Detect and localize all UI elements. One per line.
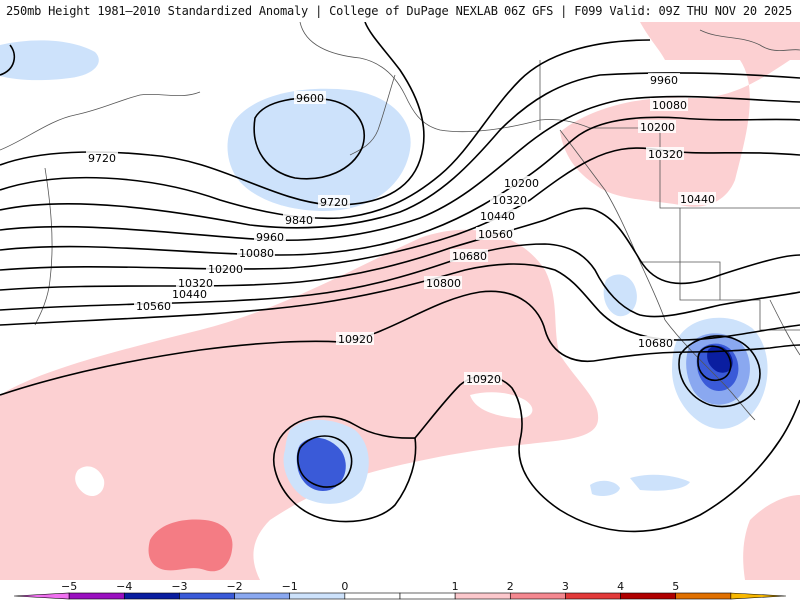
legend-tick-label: 4 [617, 580, 624, 593]
height-contours [0, 22, 800, 533]
contour-label-9960: 9960 [256, 231, 284, 244]
legend-swatch [289, 592, 346, 600]
legend-color-bar [13, 592, 787, 600]
legend-tick-label: −1 [282, 580, 298, 593]
negative-anomaly-north [0, 40, 99, 81]
header: 250mb Height 1981–2010 Standardized Anom… [0, 0, 800, 22]
contour-label-10320: 10320 [492, 194, 527, 207]
contour-label-10440: 10440 [680, 193, 715, 206]
contour-label-10440: 10440 [480, 210, 515, 223]
positive-anomaly-east-pacific [743, 495, 800, 580]
contour-label-10320: 10320 [648, 148, 683, 161]
legend-swatch [454, 592, 511, 600]
legend-swatch [179, 592, 235, 600]
legend-tick-label: 5 [672, 580, 679, 593]
legend-swatch [13, 592, 70, 600]
contour-label-10080: 10080 [652, 99, 687, 112]
legend-tick-label: 1 [452, 580, 459, 593]
contour-labels: 9600 9720 9720 9840 9960 9960 10080 1008… [86, 73, 716, 386]
legend-tick-label: 3 [562, 580, 569, 593]
anomaly-map: 9600 9720 9720 9840 9960 9960 10080 1008… [0, 22, 800, 580]
contour-label-10200: 10200 [640, 121, 675, 134]
contour-label-10200: 10200 [208, 263, 243, 276]
contour-label-10440: 10440 [172, 288, 207, 301]
legend-tick-label: −4 [116, 580, 132, 593]
positive-anomaly-core [148, 519, 233, 572]
contour-label-9600: 9600 [296, 92, 324, 105]
contour-label-10320: 10320 [178, 277, 213, 290]
contour-label-9720: 9720 [88, 152, 116, 165]
legend-swatch [344, 592, 401, 600]
legend-swatch [234, 592, 291, 600]
positive-anomaly-pacific [0, 229, 599, 580]
contour-label-10560: 10560 [478, 228, 513, 241]
contour-label-10680: 10680 [638, 337, 673, 350]
contour-label-10920: 10920 [338, 333, 373, 346]
color-legend: −5 −4 −3 −2 −1 0 1 2 3 4 5 [0, 580, 800, 600]
legend-swatch [620, 592, 677, 600]
anomaly-shading [0, 22, 800, 580]
contour-label-10680: 10680 [452, 250, 487, 263]
negative-anomaly-aleutian [227, 88, 411, 211]
model-run-info: 06Z GFS | F099 Valid: 09Z THU NOV 20 202… [503, 4, 792, 18]
legend-tick-label: 0 [341, 580, 348, 593]
contour-label-10560: 10560 [136, 300, 171, 313]
legend-swatch [123, 592, 180, 600]
contour-label-10080: 10080 [239, 247, 274, 260]
legend-tick-label: −5 [61, 580, 77, 593]
contour-label-9840: 9840 [285, 214, 313, 227]
coastlines [0, 22, 800, 421]
map-title: 250mb Height 1981–2010 Standardized Anom… [6, 4, 498, 18]
legend-swatch [399, 592, 456, 600]
legend-ticks: −5 −4 −3 −2 −1 0 1 2 3 4 5 [61, 580, 679, 593]
positive-anomaly-west-canada [560, 22, 800, 207]
legend-swatch [730, 592, 787, 600]
legend-tick-label: 2 [507, 580, 514, 593]
contour-label-10920: 10920 [466, 373, 501, 386]
contour-label-10200: 10200 [504, 177, 539, 190]
contour-label-9720: 9720 [320, 196, 348, 209]
legend-swatch [675, 592, 732, 600]
legend-tick-label: −2 [226, 580, 242, 593]
contour-label-10800: 10800 [426, 277, 461, 290]
legend-swatch [565, 592, 621, 600]
legend-swatch [68, 592, 125, 600]
legend-tick-label: −3 [171, 580, 187, 593]
legend-swatch [509, 592, 566, 600]
contour-label-9960: 9960 [650, 74, 678, 87]
